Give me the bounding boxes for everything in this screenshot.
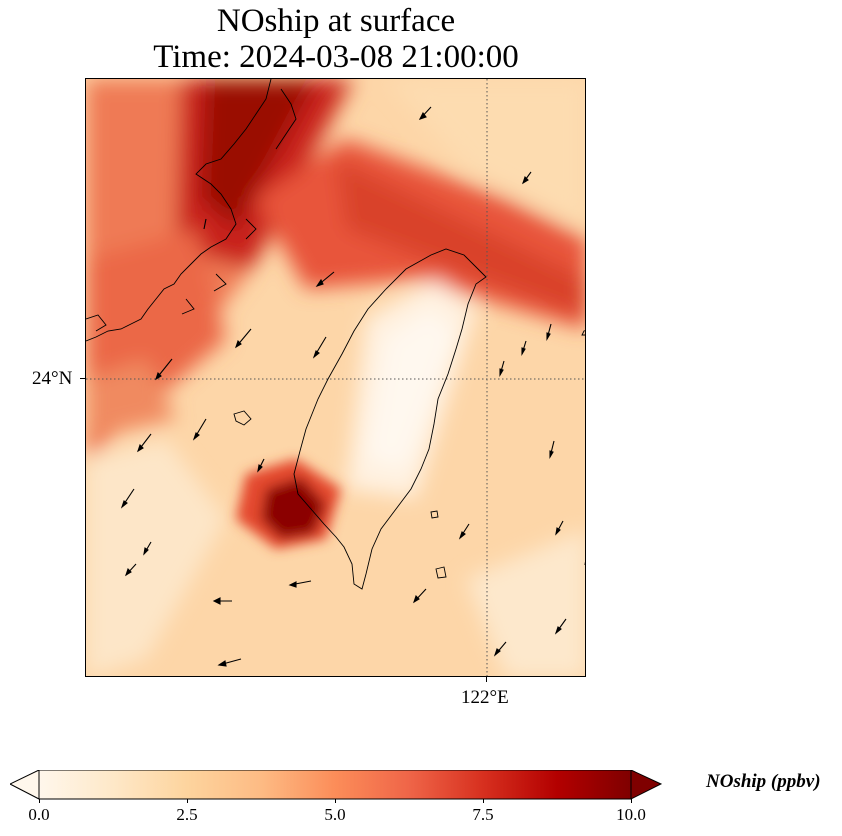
wind-vector — [192, 418, 207, 441]
lon-label: 122°E — [461, 687, 509, 708]
wind-vector — [499, 360, 505, 377]
colorbar-tick — [335, 799, 336, 803]
taiwan-coastline — [293, 248, 487, 590]
lon-tick — [486, 677, 487, 682]
colorbar-body — [38, 770, 632, 800]
colorbar-extend-low — [10, 770, 40, 800]
colorbar-tick-label: 5.0 — [324, 805, 346, 824]
wind-vector — [217, 658, 242, 667]
wind-vector — [521, 340, 527, 356]
wind-vectors — [120, 106, 585, 667]
wind-vector — [143, 541, 152, 556]
wind-vector — [235, 328, 252, 349]
wind-vector — [257, 458, 265, 473]
wind-vector — [458, 523, 470, 540]
wind-vector — [203, 218, 207, 230]
wind-vector — [413, 588, 427, 604]
wind-vector — [315, 271, 335, 288]
wind-vector — [120, 488, 135, 509]
map-canvas — [86, 79, 585, 676]
lat-tick — [80, 378, 85, 379]
wind-vector — [312, 336, 327, 359]
map-time: Time: 2024-03-08 21:00:00 — [153, 39, 519, 75]
colorbar-tick — [39, 799, 40, 803]
map-title: NOship at surface — [216, 3, 456, 39]
wind-vector — [546, 323, 552, 341]
colorbar-tick-label: 7.5 — [472, 805, 494, 824]
map-panel — [85, 78, 586, 677]
colorbar-tick — [187, 799, 188, 803]
colorbar-tick — [483, 799, 484, 803]
wind-vector — [493, 641, 507, 657]
colorbar-tick-label: 0.0 — [28, 805, 50, 824]
wind-vector — [584, 561, 585, 565]
colorbar-extend-high — [630, 770, 662, 800]
colorbar-tick-label: 2.5 — [176, 805, 198, 824]
wind-vector — [555, 520, 564, 536]
wind-vector — [549, 440, 555, 459]
wind-vector — [125, 563, 137, 577]
wind-vector — [288, 580, 312, 588]
wind-vector — [155, 358, 173, 381]
gridlines — [86, 79, 585, 676]
wind-vector — [137, 433, 152, 453]
wind-vector — [522, 171, 532, 185]
colorbar-tick — [631, 799, 632, 803]
colorbar-label: NOship (ppbv) — [706, 771, 821, 792]
lat-label: 24°N — [32, 368, 73, 389]
wind-vector — [554, 618, 567, 635]
wind-vector — [418, 106, 432, 120]
colorbar-tick-label: 10.0 — [616, 805, 646, 824]
wind-vector — [212, 597, 232, 605]
colorbar — [10, 770, 662, 800]
coastline — [86, 79, 585, 590]
mainland-coastline — [86, 79, 272, 342]
concentration-field — [86, 79, 585, 676]
